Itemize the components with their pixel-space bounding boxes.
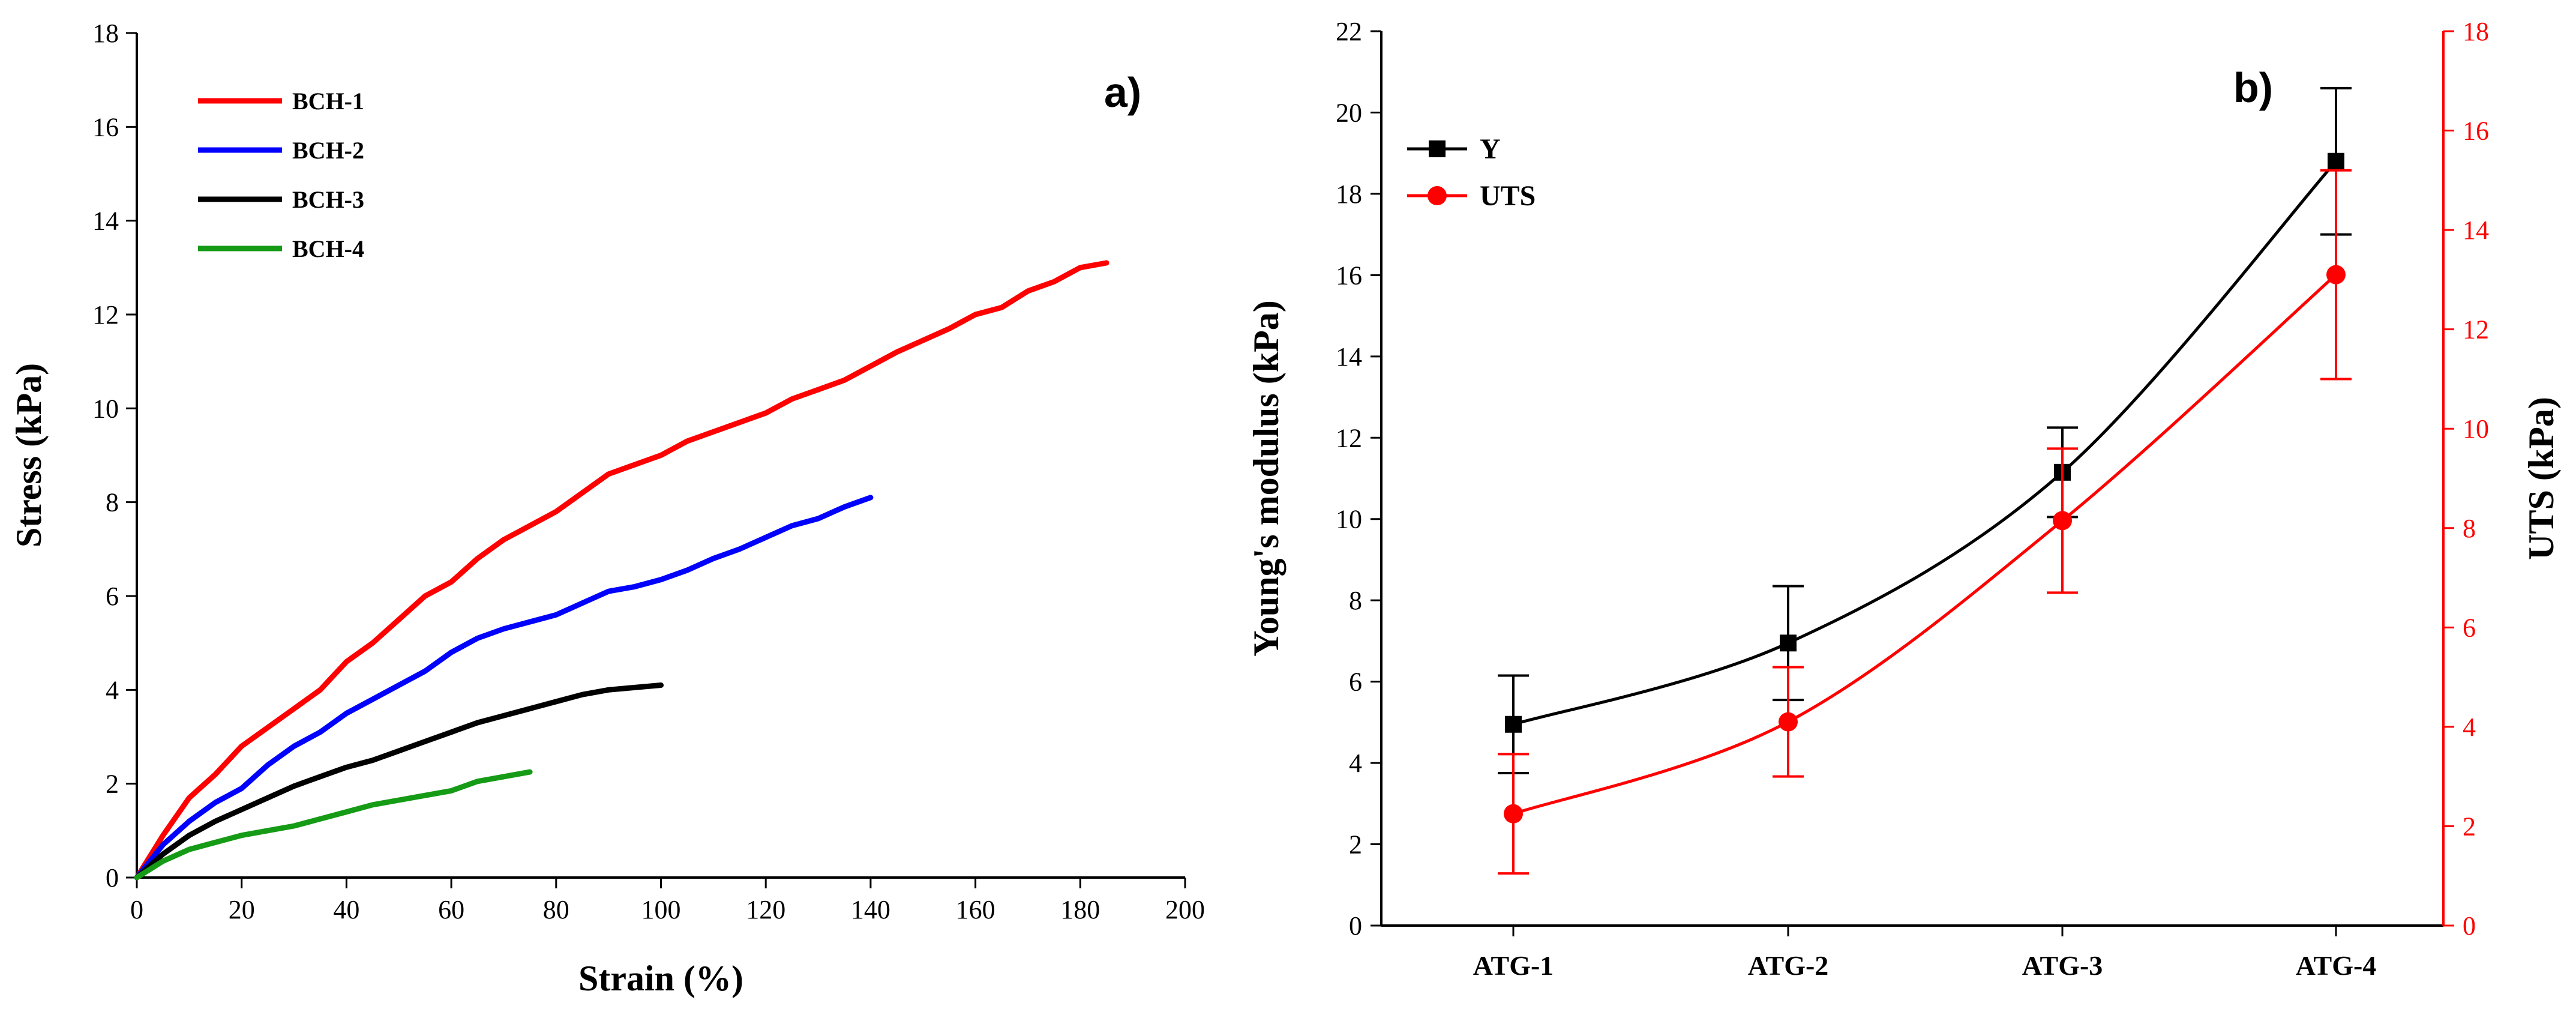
b-point-marker-y [1780,634,1797,652]
a-y-tick-label: 0 [106,863,119,893]
b-series-line-y [1513,160,2337,726]
a-y-tick-label: 4 [106,675,119,705]
b-left-tick-label: 8 [1349,586,1362,615]
a-x-tick-label: 40 [333,895,359,924]
b-legend-marker-y [1429,140,1446,157]
b-series-line-uts [1513,273,2337,816]
b-point-marker-uts [2326,265,2346,285]
a-series-line-bch-4 [134,769,533,881]
a-series-line-bch-1 [134,260,1109,881]
b-left-tick-label: 10 [1336,505,1362,534]
b-x-category-label: ATG-1 [1473,950,1554,981]
a-x-tick-label: 60 [438,895,464,924]
b-x-category-label: ATG-4 [2296,950,2377,981]
b-right-tick-label: 10 [2463,414,2489,444]
a-legend-label-bch-2: BCH-2 [292,137,364,164]
b-right-tick-label: 16 [2463,116,2489,146]
panel-b-modulus-uts-chart: 0 2 4 6 8 10 12 14 16 18 20 22 0 2 4 6 8 10 12 14 16 18 ATG-1 A… [1246,17,2561,981]
b-right-tick-label: 0 [2463,911,2476,941]
b-left-tick-label: 6 [1349,667,1362,697]
b-right-tick-label: 4 [2463,712,2476,742]
a-panel-label: a) [1104,69,1141,116]
a-y-tick-label: 2 [106,770,119,799]
b-right-y-axis-label: UTS (kPa) [2521,397,2561,560]
b-right-tick-label: 8 [2463,514,2476,543]
a-y-tick-label: 6 [106,582,119,611]
a-x-tick-label: 80 [543,895,569,924]
b-right-tick-label: 12 [2463,315,2489,345]
a-series-line-bch-3 [134,682,664,881]
b-x-category-label: ATG-2 [1748,950,1829,981]
a-legend-label-bch-4: BCH-4 [292,235,364,262]
a-y-tick-label: 12 [92,300,119,330]
a-legend-label-bch-3: BCH-3 [292,186,364,213]
b-x-category-label: ATG-3 [2022,950,2103,981]
a-x-tick-label: 160 [956,895,995,924]
b-left-tick-label: 20 [1336,98,1362,127]
b-left-tick-label: 22 [1336,17,1362,46]
b-left-tick-label: 16 [1336,261,1362,290]
b-legend-marker-uts [1428,186,1447,205]
panel-a-stress-strain-chart: 0 20 40 60 80 100 120 140 160 180 200 0 2 4 6 8 10 12 14 16… [9,19,1205,998]
b-point-marker-uts [1504,804,1523,824]
a-x-tick-label: 140 [851,895,890,924]
a-y-tick-label: 14 [92,206,119,236]
a-x-tick-label: 180 [1060,895,1100,924]
b-point-marker-uts [1779,712,1798,732]
b-left-tick-label: 14 [1336,342,1362,372]
a-x-tick-label: 100 [641,895,681,924]
b-left-tick-label: 0 [1349,911,1362,941]
b-panel-label: b) [2233,64,2273,111]
b-right-tick-label: 14 [2463,215,2489,245]
a-y-tick-label: 10 [92,394,119,423]
a-y-tick-label: 8 [106,488,119,517]
b-right-tick-label: 6 [2463,613,2476,642]
a-x-axis-label: Strain (%) [578,959,743,998]
b-legend-label-y: Y [1480,133,1501,165]
a-x-tick-label: 200 [1165,895,1205,924]
b-point-marker-y [1505,715,1522,733]
a-x-tick-label: 0 [130,895,143,924]
b-point-marker-uts [2053,511,2072,531]
a-y-tick-label: 18 [92,19,119,48]
b-left-tick-label: 18 [1336,179,1362,209]
a-x-tick-label: 120 [746,895,785,924]
a-x-tick-label: 20 [229,895,255,924]
b-legend-label-uts: UTS [1480,180,1536,212]
a-y-tick-label: 16 [92,112,119,142]
b-right-tick-label: 2 [2463,812,2476,841]
b-left-tick-label: 2 [1349,830,1362,860]
b-point-marker-y [2328,152,2344,170]
b-left-y-axis-label: Young's modulus (kPa) [1246,300,1286,657]
b-left-tick-label: 4 [1349,748,1362,778]
b-right-tick-label: 18 [2463,17,2489,46]
a-legend-label-bch-1: BCH-1 [292,88,364,115]
a-series-line-bch-2 [134,495,874,881]
b-left-tick-label: 12 [1336,423,1362,453]
a-y-axis-label: Stress (kPa) [9,363,49,547]
